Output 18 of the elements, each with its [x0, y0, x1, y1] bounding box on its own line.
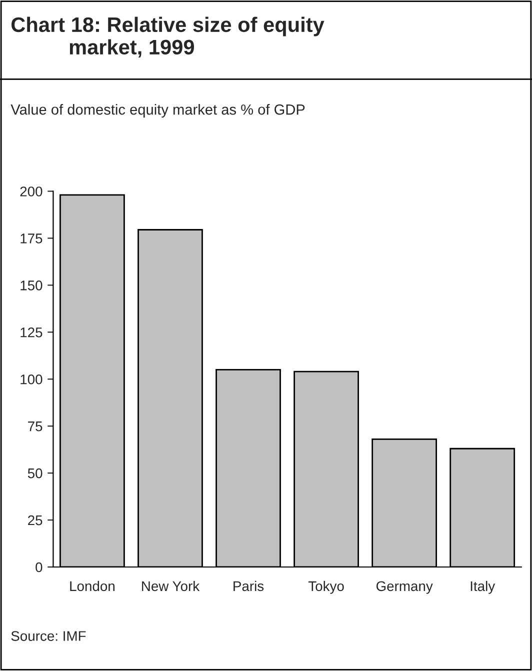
x-tick-label: London — [70, 580, 114, 592]
x-tick-label: New York — [142, 580, 200, 592]
y-tick-label: 200 — [20, 186, 42, 196]
x-tick-label: Paris — [234, 580, 264, 592]
y-tick-label: 100 — [20, 374, 42, 384]
y-tick-label: 0 — [36, 562, 42, 572]
y-tick-label: 25 — [28, 515, 42, 526]
y-tick-label: 75 — [28, 422, 42, 432]
y-tick-label: 125 — [20, 327, 42, 338]
y-tick-label: 50 — [28, 468, 42, 478]
x-tick-label: Italy — [470, 580, 496, 594]
chart-title: Chart 18: Relative size of equity market, 1999 — [11, 16, 324, 58]
x-tick-label: Germany — [376, 581, 433, 594]
y-tick-label: 175 — [20, 234, 42, 244]
y-tick-label: 150 — [20, 280, 42, 290]
source-note: Source: IMF — [11, 631, 86, 641]
chart-subtitle: Value of domestic equity market as % of GDP — [10, 104, 305, 118]
x-tick-label: Tokyo — [308, 580, 344, 594]
